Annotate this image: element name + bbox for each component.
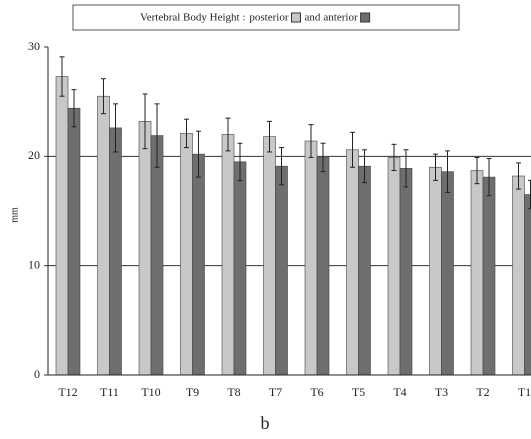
y-axis-label: mm: [9, 207, 20, 223]
legend-label: posterior: [249, 12, 288, 24]
bar: [192, 153, 205, 376]
bar: [233, 161, 247, 376]
error-bar: [237, 142, 243, 181]
bar: [429, 166, 442, 376]
y-tick-label: 0: [34, 367, 40, 381]
error-bar: [59, 56, 65, 97]
x-tick-label: T12: [58, 385, 77, 399]
legend-box: [72, 4, 460, 31]
bar: [346, 149, 359, 376]
error-bar: [516, 162, 521, 190]
y-tick-label: 30: [28, 39, 40, 53]
x-tick-label: T7: [269, 385, 282, 399]
legend-title: Vertebral Body Height :: [140, 12, 245, 24]
x-tick-label: T2: [476, 385, 489, 399]
error-bar: [445, 150, 450, 193]
error-bar: [184, 118, 189, 149]
bar: [441, 171, 454, 376]
bar: [150, 135, 164, 376]
error-bar: [433, 153, 438, 181]
legend-joiner: and: [305, 12, 321, 24]
x-tick-label: T4: [393, 385, 406, 399]
caption: b: [261, 413, 270, 433]
error-bar: [225, 117, 231, 152]
error-bar: [267, 120, 272, 153]
bar: [358, 165, 371, 376]
error-bar: [113, 103, 118, 153]
bar: [470, 170, 484, 376]
bar: [109, 127, 122, 376]
bar: [316, 157, 330, 376]
bar: [387, 157, 401, 376]
bar: [304, 140, 318, 376]
x-tick-label: T1: [518, 385, 531, 399]
error-bar: [308, 124, 314, 158]
error-bar: [101, 78, 106, 115]
bar: [263, 136, 276, 376]
error-bar: [403, 149, 409, 188]
x-tick-label: T6: [310, 385, 323, 399]
x-tick-label: T3: [435, 385, 448, 399]
y-tick-label: 20: [28, 148, 40, 162]
bar: [97, 95, 110, 376]
x-tick-label: T9: [186, 385, 199, 399]
bar: [138, 121, 152, 376]
error-bar: [474, 156, 480, 185]
bar: [275, 165, 288, 376]
error-bar: [196, 130, 201, 178]
error-bar: [142, 93, 148, 150]
x-tick-label: T5: [352, 385, 365, 399]
legend-swatch: [291, 12, 302, 23]
bar: [482, 176, 496, 376]
y-tick-label: 10: [28, 257, 40, 271]
error-bar: [320, 142, 326, 173]
legend-swatch: [360, 12, 371, 23]
error-bar: [279, 147, 284, 186]
bar: [55, 76, 69, 376]
x-tick-label: T8: [227, 385, 240, 399]
bar: [221, 134, 235, 376]
bar: [399, 168, 413, 376]
x-tick-label: T10: [141, 385, 160, 399]
error-bar: [362, 149, 367, 184]
bar: [180, 133, 193, 376]
bar: [512, 175, 525, 376]
error-bar: [154, 103, 160, 168]
error-bar: [391, 143, 397, 172]
x-tick-label: T11: [100, 385, 119, 399]
bar: [524, 194, 531, 376]
legend-label: anterior: [323, 12, 358, 24]
bar: [67, 107, 81, 376]
error-bar: [350, 131, 355, 168]
error-bar: [486, 158, 492, 197]
error-bar: [71, 89, 77, 128]
